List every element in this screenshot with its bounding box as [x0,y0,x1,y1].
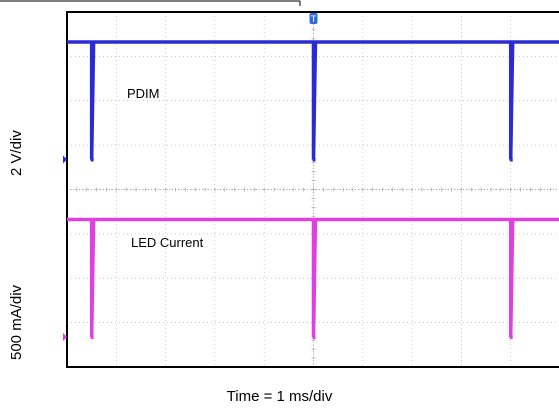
trigger-marker [309,13,318,24]
trigger-marker-text: T [311,14,317,24]
ground-blip [90,335,94,339]
ground-blip [90,157,94,162]
ground-marker-ch1 [63,155,67,164]
ground-blip [312,157,316,162]
ground-blip [509,335,513,339]
led-current-trace-label: LED Current [131,235,204,250]
pdim-trace-label: PDIM [127,86,160,101]
ground-blip [312,335,316,339]
time-axis-label: Time = 1 ms/div [226,388,333,405]
plot-border [66,11,559,368]
channel2-scale-label: 500 mA/div [8,284,25,360]
ground-blip [509,157,513,162]
channel1-scale-label: 2 V/div [8,130,25,176]
ground-marker-ch2 [63,333,67,341]
